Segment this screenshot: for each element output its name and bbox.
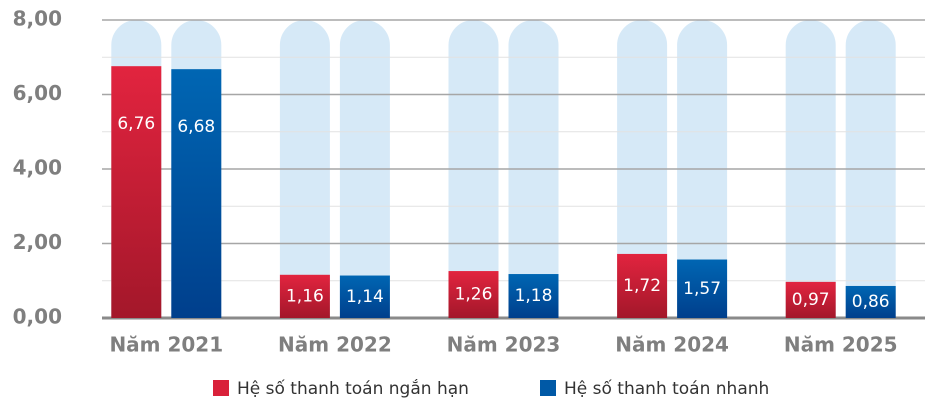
legend-label: Hệ số thanh toán nhanh — [564, 378, 769, 399]
bar — [448, 271, 499, 318]
y-tick-label: 8,00 — [13, 7, 62, 31]
value-label: 1,72 — [623, 276, 661, 296]
value-label: 0,97 — [792, 290, 830, 310]
bar — [677, 259, 728, 318]
value-label: 6,76 — [117, 114, 155, 134]
value-label: 1,57 — [683, 279, 721, 299]
bar — [508, 274, 559, 318]
bar — [785, 281, 836, 318]
bar — [279, 274, 330, 318]
x-tick-label: Năm 2021 — [109, 333, 223, 357]
x-tick-label: Năm 2024 — [615, 333, 729, 357]
legend-label: Hệ số thanh toán ngắn hạn — [237, 378, 469, 399]
bar — [845, 285, 896, 318]
bar — [617, 253, 668, 318]
y-tick-label: 0,00 — [13, 305, 62, 329]
x-tick-label: Năm 2025 — [784, 333, 898, 357]
value-label: 0,86 — [852, 292, 890, 312]
legend-swatch — [213, 380, 229, 396]
y-tick-label: 4,00 — [13, 156, 62, 180]
x-tick-label: Năm 2022 — [278, 333, 392, 357]
bar — [111, 66, 162, 318]
value-label: 1,18 — [515, 286, 553, 306]
x-tick-label: Năm 2023 — [447, 333, 561, 357]
y-tick-label: 6,00 — [13, 81, 62, 105]
value-label: 6,68 — [177, 117, 215, 137]
y-tick-label: 2,00 — [13, 230, 62, 254]
bar — [339, 275, 390, 318]
value-label: 1,14 — [346, 287, 384, 307]
bar — [171, 69, 222, 318]
value-label: 1,16 — [286, 286, 324, 306]
legend-swatch — [540, 380, 556, 396]
value-label: 1,26 — [455, 285, 493, 305]
